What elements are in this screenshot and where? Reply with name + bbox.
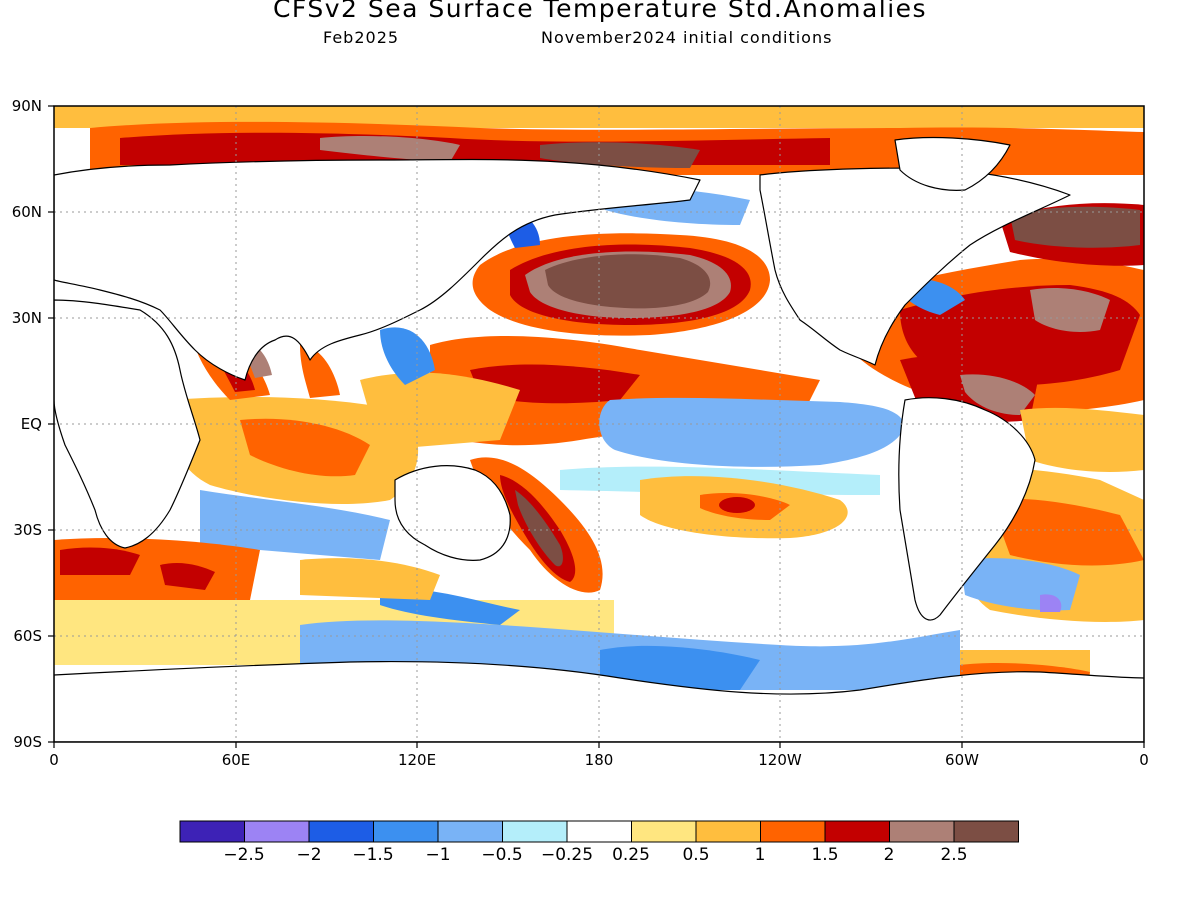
colorbar-swatch xyxy=(502,820,568,843)
lon-label-120w: 120W xyxy=(758,751,802,769)
initial-conditions: November2024 initial conditions xyxy=(541,28,833,47)
colorbar-label: 2 xyxy=(883,845,895,865)
colorbar-swatch xyxy=(760,820,826,843)
colorbar-swatch xyxy=(631,820,697,843)
colorbar-label: 1 xyxy=(754,845,766,865)
lon-label-0-east: 0 xyxy=(1139,751,1149,769)
colorbar-label: 2.5 xyxy=(940,845,968,865)
colorbar-label: 0.25 xyxy=(612,845,650,865)
colorbar-swatch xyxy=(824,820,890,843)
colorbar-swatch xyxy=(244,820,310,843)
colorbar-swatch xyxy=(179,820,245,843)
axis-ticks xyxy=(48,105,1145,748)
colorbar-label: −1.5 xyxy=(352,845,394,865)
lat-label-90s: 90S xyxy=(13,733,42,751)
lon-label-180: 180 xyxy=(584,751,614,769)
colorbar-swatch xyxy=(889,820,955,843)
colorbar-label: −2 xyxy=(296,845,322,865)
lat-label-90n: 90N xyxy=(11,97,42,115)
lat-label-eq: EQ xyxy=(20,415,42,433)
colorbar-swatch xyxy=(566,820,632,843)
colorbar-swatch xyxy=(695,820,761,843)
colorbar-label: −0.25 xyxy=(540,845,594,865)
landmasses xyxy=(54,136,1144,742)
lon-label-60e: 60E xyxy=(221,751,251,769)
colorbar-label: −1 xyxy=(425,845,451,865)
lat-label-30s: 30S xyxy=(13,521,42,539)
map-title: CFSv2 Sea Surface Temperature Std.Anomal… xyxy=(272,0,928,23)
lon-label-60w: 60W xyxy=(945,751,979,769)
lat-label-60n: 60N xyxy=(11,203,42,221)
colorbar-swatch xyxy=(437,820,503,843)
lon-label-0: 0 xyxy=(49,751,59,769)
colorbar-label: −2.5 xyxy=(223,845,265,865)
colorbar-swatch xyxy=(308,820,374,843)
colorbar xyxy=(179,820,1019,843)
colorbar-swatch xyxy=(953,820,1019,843)
colorbar-label: 1.5 xyxy=(811,845,839,865)
colorbar-swatch xyxy=(373,820,439,843)
lon-label-120e: 120E xyxy=(397,751,437,769)
graticule xyxy=(54,106,1144,742)
lat-label-30n: 30N xyxy=(11,309,42,327)
lat-label-60s: 60S xyxy=(13,627,42,645)
forecast-month: Feb2025 xyxy=(323,28,400,47)
colorbar-label: 0.5 xyxy=(682,845,710,865)
colorbar-label: −0.5 xyxy=(481,845,523,865)
